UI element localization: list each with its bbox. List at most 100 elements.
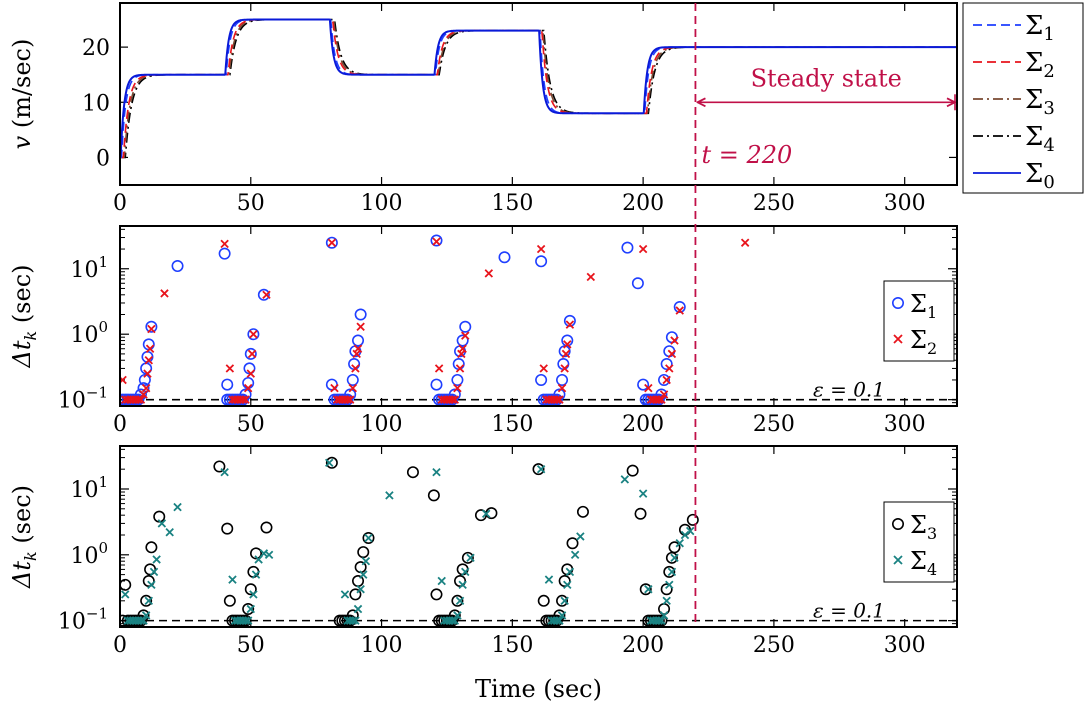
point-sigma2: [662, 375, 671, 385]
point-sigma4: [455, 596, 465, 606]
x-tick-label: 300: [884, 191, 926, 216]
point-sigma3: [461, 551, 474, 564]
point-sigma4: [563, 580, 572, 590]
point-sigma1: [221, 378, 234, 391]
x-tick-label: 100: [361, 412, 403, 437]
point-sigma4: [149, 567, 159, 577]
y-axis-label-dt-2: Δtk (sec): [8, 264, 40, 368]
point-sigma4: [657, 616, 666, 625]
legend-label-sigma4: Σ4: [910, 547, 937, 579]
x-tick-label: 300: [884, 412, 926, 437]
point-sigma4: [249, 590, 258, 599]
point-sigma4: [228, 575, 237, 584]
point-sigma3: [244, 583, 257, 596]
x-tick-label: 0: [113, 412, 127, 437]
x-tick-label: 50: [237, 191, 265, 216]
point-sigma4: [620, 475, 630, 484]
point-sigma3: [427, 489, 440, 502]
point-sigma2: [348, 383, 358, 393]
point-sigma2: [536, 244, 546, 254]
point-sigma2: [353, 344, 363, 353]
point-sigma4: [246, 604, 256, 614]
point-sigma4: [557, 611, 567, 620]
point-sigma4: [173, 502, 182, 512]
point-sigma3: [532, 463, 545, 476]
point-sigma3: [242, 603, 255, 616]
point-sigma2: [343, 395, 352, 404]
point-sigma4: [570, 550, 580, 560]
point-sigma2: [563, 340, 572, 349]
point-sigma4: [536, 464, 546, 474]
point-sigma1: [660, 358, 673, 371]
x-tick-label: 200: [622, 191, 664, 216]
point-sigma4: [385, 491, 394, 500]
point-sigma3: [362, 532, 375, 545]
point-sigma4: [243, 616, 253, 625]
point-sigma3: [357, 546, 370, 559]
point-sigma2: [247, 349, 257, 359]
point-sigma4: [364, 533, 373, 543]
panel-frame: [119, 445, 958, 628]
point-sigma2: [243, 383, 253, 393]
point-sigma2: [657, 395, 666, 404]
point-sigma2: [160, 289, 169, 298]
point-sigma2: [241, 395, 250, 404]
point-sigma4: [351, 616, 360, 625]
point-sigma2: [461, 331, 470, 340]
point-sigma2: [561, 349, 571, 359]
point-sigma2: [450, 395, 460, 404]
point-sigma2: [665, 364, 674, 373]
legend-label-sigma0: Σ0: [1025, 159, 1055, 193]
point-sigma4: [251, 570, 261, 579]
point-sigma2: [638, 244, 648, 254]
point-sigma2: [560, 364, 569, 373]
legend-label-sigma4: Σ4: [1025, 122, 1055, 156]
point-sigma4: [141, 611, 151, 620]
x-tick-label: 100: [361, 191, 403, 216]
point-sigma3: [663, 565, 676, 578]
point-sigma3: [325, 456, 338, 469]
point-sigma2: [147, 324, 156, 334]
point-sigma2: [434, 364, 444, 373]
point-sigma2: [644, 383, 653, 393]
panel-frame: [119, 225, 958, 407]
point-sigma3: [634, 507, 647, 520]
y-axis-label-speed: v (m/sec): [8, 39, 36, 150]
point-sigma3: [668, 541, 681, 554]
y-tick-label: 20: [82, 36, 110, 61]
point-sigma4: [662, 596, 671, 606]
point-sigma4: [670, 553, 679, 563]
panel-frame: [119, 2, 958, 186]
point-sigma2: [330, 383, 339, 393]
point-sigma2: [351, 364, 360, 373]
point-sigma3: [639, 583, 652, 596]
point-sigma2: [136, 395, 146, 404]
x-tick-label: 300: [884, 633, 926, 658]
x-tick-label: 250: [753, 412, 795, 437]
point-sigma1: [563, 314, 576, 327]
point-sigma2: [345, 395, 355, 404]
point-sigma1: [430, 234, 443, 247]
point-sigma2: [262, 290, 271, 300]
dt-panel-2: 0 50 100 150 200 250 300 10−1 100 101 Δtk (sec) ε =…: [8, 225, 958, 437]
point-sigma4: [157, 519, 167, 528]
point-sigma2: [144, 356, 154, 365]
point-sigma4: [638, 489, 648, 498]
vline-label: t = 220: [701, 141, 792, 169]
speed-line-sigma0: [120, 18, 957, 159]
point-sigma1: [456, 334, 469, 347]
point-sigma4: [147, 580, 156, 590]
point-sigma3: [250, 547, 263, 560]
point-sigma3: [686, 513, 699, 526]
point-sigma2: [740, 238, 750, 247]
point-sigma4: [458, 580, 467, 590]
point-sigma2: [432, 237, 441, 246]
steady-state-label: Steady state: [751, 64, 902, 92]
legend-label-sigma1: Σ1: [1025, 11, 1055, 45]
x-tick-label: 250: [753, 633, 795, 658]
y-tick-label: 100: [70, 318, 108, 348]
legend-label-sigma3: Σ3: [1025, 85, 1055, 119]
point-sigma4: [544, 575, 554, 584]
x-tick-label: 50: [237, 412, 265, 437]
point-sigma1: [138, 373, 151, 386]
